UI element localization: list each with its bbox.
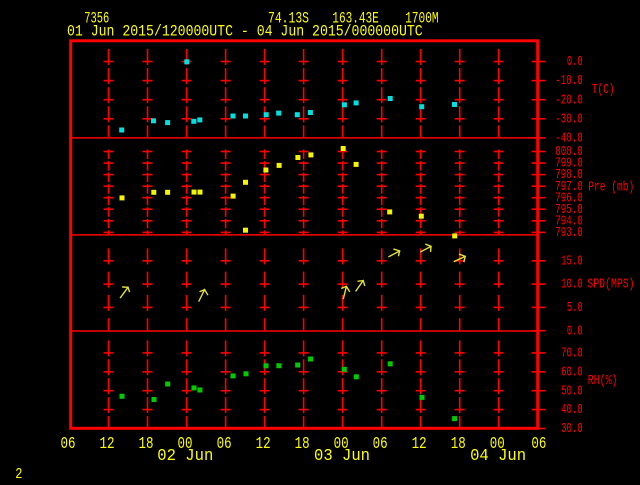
svg-text:04 Jun: 04 Jun — [470, 447, 526, 466]
svg-text:00: 00 — [490, 435, 505, 454]
svg-text:01 Jun 2015/120000UTC - 04 Jun: 01 Jun 2015/120000UTC - 04 Jun 2015/0000… — [67, 23, 423, 41]
svg-text:5.0: 5.0 — [567, 301, 583, 316]
svg-text:18: 18 — [295, 435, 310, 454]
svg-text:12: 12 — [256, 435, 271, 454]
svg-text:800.0: 800.0 — [555, 145, 582, 160]
svg-text:06: 06 — [373, 435, 388, 454]
svg-text:-10.0: -10.0 — [555, 74, 582, 89]
svg-text:06: 06 — [531, 435, 546, 454]
svg-text:06: 06 — [61, 435, 76, 454]
svg-text:70.0: 70.0 — [561, 347, 583, 362]
svg-text:-30.0: -30.0 — [555, 112, 582, 127]
svg-text:793.0: 793.0 — [555, 226, 582, 241]
svg-text:06: 06 — [217, 435, 232, 454]
svg-text:SPD(MPS): SPD(MPS) — [587, 277, 634, 293]
svg-text:12: 12 — [100, 435, 115, 454]
svg-text:7356: 7356 — [84, 10, 109, 28]
svg-text:10.0: 10.0 — [561, 278, 583, 293]
svg-text:18: 18 — [139, 435, 154, 454]
svg-text:02 Jun: 02 Jun — [157, 447, 213, 466]
svg-text:-20.0: -20.0 — [555, 93, 582, 108]
svg-text:2: 2 — [15, 466, 22, 480]
svg-text:T(C): T(C) — [592, 82, 615, 98]
svg-text:74.13S: 74.13S — [268, 10, 309, 28]
svg-text:797.0: 797.0 — [555, 180, 582, 195]
svg-text:794.0: 794.0 — [555, 214, 582, 229]
svg-text:00: 00 — [178, 435, 193, 454]
svg-text:0.0: 0.0 — [567, 324, 583, 339]
svg-text:163.43E: 163.43E — [332, 10, 379, 28]
svg-text:0.0: 0.0 — [567, 55, 583, 70]
svg-text:RH(%): RH(%) — [588, 373, 618, 389]
svg-text:18: 18 — [451, 435, 466, 454]
svg-text:00: 00 — [334, 435, 349, 454]
svg-text:-40.0: -40.0 — [555, 132, 582, 147]
svg-text:Pre (mb): Pre (mb) — [588, 180, 634, 196]
svg-text:795.0: 795.0 — [555, 203, 582, 218]
svg-text:799.0: 799.0 — [555, 157, 582, 172]
svg-text:40.0: 40.0 — [561, 403, 583, 418]
svg-text:50.0: 50.0 — [561, 384, 583, 399]
svg-text:30.0: 30.0 — [561, 422, 583, 437]
svg-text:12: 12 — [412, 435, 427, 454]
svg-text:1700M: 1700M — [405, 10, 439, 28]
svg-text:798.0: 798.0 — [555, 168, 582, 183]
svg-text:60.0: 60.0 — [561, 365, 583, 380]
svg-text:15.0: 15.0 — [561, 254, 583, 269]
svg-text:796.0: 796.0 — [555, 191, 582, 206]
svg-text:03 Jun: 03 Jun — [314, 447, 370, 466]
